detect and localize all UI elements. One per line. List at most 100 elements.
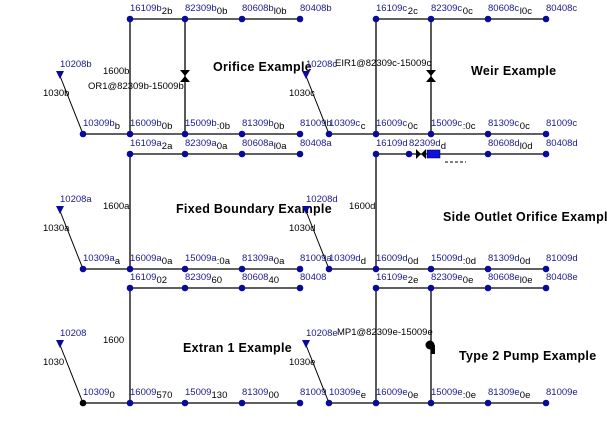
storage-node-icon[interactable]	[302, 340, 310, 348]
orifice-icon[interactable]	[180, 70, 190, 82]
junction-node[interactable]	[126, 284, 134, 292]
example-title: Extran 1 Example	[183, 341, 292, 355]
node-label: 16009	[130, 387, 156, 398]
junction-node[interactable]	[296, 265, 304, 273]
junction-node[interactable]	[238, 265, 246, 273]
conduit-inlet-x[interactable]	[59, 344, 84, 404]
junction-node[interactable]	[181, 130, 189, 138]
junction-node[interactable]	[181, 399, 189, 407]
weir-icon[interactable]	[426, 70, 436, 82]
node-sub-label: 130	[212, 390, 228, 401]
node-sub-label: 0d	[520, 256, 531, 267]
storage-node-icon[interactable]	[56, 206, 64, 214]
junction-node[interactable]	[427, 399, 435, 407]
junction-node[interactable]	[484, 150, 492, 158]
junction-node[interactable]	[296, 150, 304, 158]
junction-node[interactable]	[126, 15, 134, 23]
junction-node[interactable]	[484, 399, 492, 407]
junction-node[interactable]	[542, 15, 550, 23]
node-label: 16109b	[130, 3, 162, 14]
junction-node[interactable]	[238, 284, 246, 292]
junction-node[interactable]	[372, 284, 380, 292]
junction-node[interactable]	[427, 284, 435, 292]
node-label: 82309b	[185, 3, 217, 14]
node-sub-label: 0e	[463, 275, 474, 286]
example-title: Side Outlet Orifice Example	[443, 210, 607, 224]
node-label: 80408a	[300, 138, 332, 149]
junction-node[interactable]	[325, 399, 333, 407]
junction-node[interactable]	[296, 15, 304, 23]
storage-node-icon[interactable]	[302, 206, 310, 214]
node-label: 15009d	[431, 253, 463, 264]
node-label: 80408c	[546, 3, 577, 14]
outfall-node[interactable]	[79, 399, 87, 407]
junction-node[interactable]	[238, 15, 246, 23]
node-label: 10309e	[329, 387, 361, 398]
storage-label: 10208	[60, 328, 86, 339]
junction-node[interactable]	[484, 15, 492, 23]
junction-node[interactable]	[484, 284, 492, 292]
node-label: 81009	[300, 387, 326, 398]
node-label: 10309d	[329, 253, 361, 264]
storage-node-icon[interactable]	[56, 71, 64, 79]
junction-node[interactable]	[427, 265, 435, 273]
junction-node[interactable]	[427, 15, 435, 23]
junction-node[interactable]	[427, 130, 435, 138]
node-label: 81009a	[300, 253, 332, 264]
node-label: 16109d	[376, 138, 408, 149]
node-sub-label: 0c	[520, 121, 530, 132]
side-orifice-icon[interactable]	[416, 149, 426, 159]
storage-label: 10208b	[60, 59, 92, 70]
junction-node[interactable]	[79, 265, 87, 273]
junction-node[interactable]	[542, 265, 550, 273]
node-sub-label: 0c	[408, 121, 418, 132]
conduit-inlet-b[interactable]	[59, 75, 84, 135]
vertical-conduit-label: 1600	[103, 335, 124, 346]
junction-node[interactable]	[372, 265, 380, 273]
junction-node[interactable]	[79, 130, 87, 138]
conduit-inlet-c[interactable]	[305, 75, 330, 135]
node-sub-label: 0d	[408, 256, 419, 267]
junction-node[interactable]	[126, 265, 134, 273]
junction-node[interactable]	[372, 399, 380, 407]
junction-node[interactable]	[238, 399, 246, 407]
junction-node[interactable]	[325, 130, 333, 138]
conduit-inlet-d[interactable]	[305, 210, 330, 270]
junction-node[interactable]	[542, 284, 550, 292]
storage-node-icon[interactable]	[56, 340, 64, 348]
junction-node[interactable]	[181, 284, 189, 292]
conduit-inlet-a[interactable]	[59, 210, 84, 270]
junction-node[interactable]	[542, 130, 550, 138]
storage-node-icon[interactable]	[302, 71, 310, 79]
conduit-inlet-e[interactable]	[305, 344, 330, 404]
junction-node[interactable]	[484, 130, 492, 138]
junction-node[interactable]	[238, 130, 246, 138]
junction-node[interactable]	[238, 150, 246, 158]
junction-node[interactable]	[405, 150, 413, 158]
node-sub-label: l0c	[520, 6, 532, 17]
junction-node[interactable]	[181, 150, 189, 158]
junction-node[interactable]	[126, 150, 134, 158]
junction-node[interactable]	[126, 130, 134, 138]
node-sub-label: e	[361, 390, 366, 401]
side-outlet-icon[interactable]	[426, 149, 441, 159]
node-label: 15009b	[185, 118, 217, 129]
junction-node[interactable]	[296, 284, 304, 292]
junction-node[interactable]	[296, 130, 304, 138]
junction-node[interactable]	[372, 15, 380, 23]
junction-node[interactable]	[325, 265, 333, 273]
junction-node[interactable]	[181, 15, 189, 23]
node-label: 81009d	[546, 253, 578, 264]
pump-icon-base	[431, 345, 435, 354]
junction-node[interactable]	[372, 150, 380, 158]
junction-node[interactable]	[126, 399, 134, 407]
junction-node[interactable]	[296, 399, 304, 407]
vertical-conduit-label: 1600a	[103, 201, 130, 212]
junction-node[interactable]	[542, 399, 550, 407]
junction-node[interactable]	[181, 265, 189, 273]
junction-node[interactable]	[484, 265, 492, 273]
junction-node[interactable]	[542, 150, 550, 158]
junction-node[interactable]	[372, 130, 380, 138]
